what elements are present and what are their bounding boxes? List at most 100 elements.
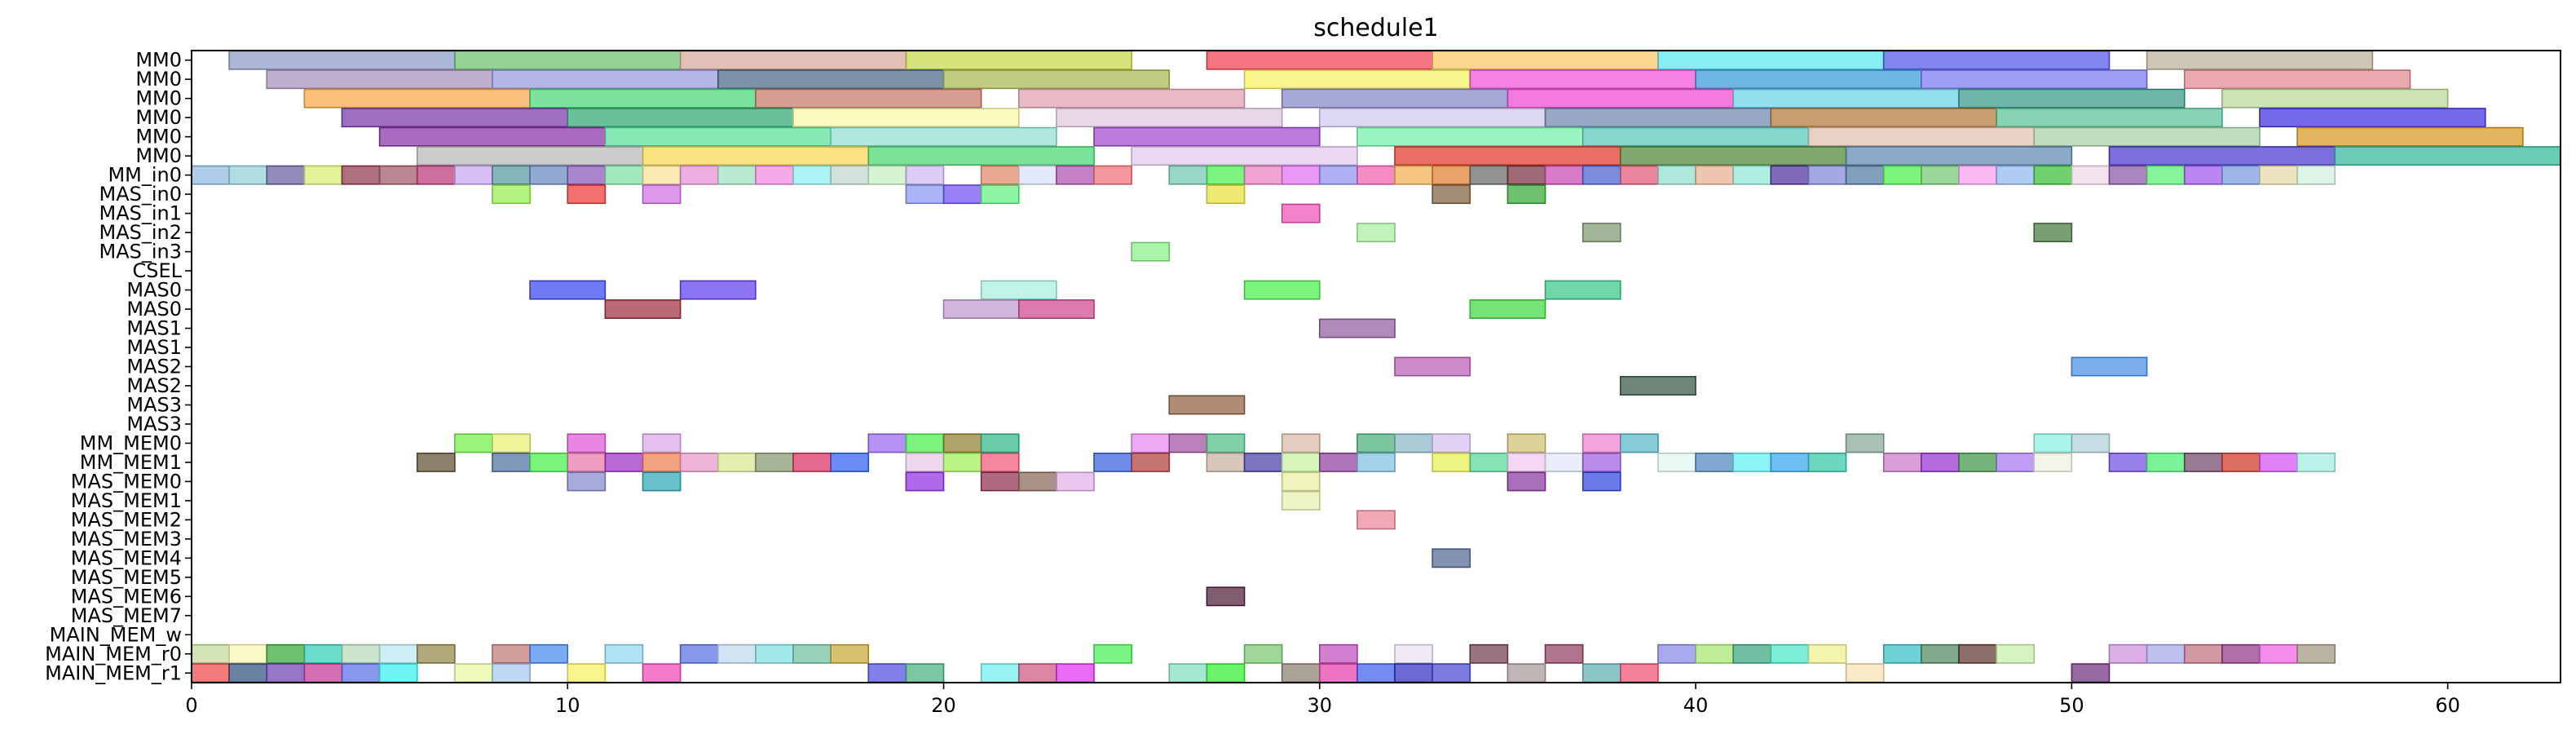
task-bar bbox=[679, 280, 756, 300]
x-tick-label: 50 bbox=[2059, 694, 2084, 717]
task-bar bbox=[1206, 50, 1433, 70]
task-bar bbox=[1131, 433, 1171, 453]
task-bar bbox=[1431, 50, 1659, 70]
task-bar bbox=[1168, 433, 1208, 453]
task-bar bbox=[717, 69, 945, 90]
task-bar bbox=[1469, 452, 1509, 472]
task-bar bbox=[792, 165, 831, 185]
task-bar bbox=[1544, 108, 1772, 128]
task-bar bbox=[2108, 452, 2148, 472]
x-tick-label: 60 bbox=[2435, 694, 2460, 717]
task-bar bbox=[2033, 223, 2073, 243]
task-bar bbox=[2221, 452, 2261, 472]
task-bar bbox=[1506, 184, 1546, 205]
task-bar bbox=[942, 69, 1171, 90]
x-axis: 0 10 20 30 40 50 60 bbox=[185, 683, 2460, 717]
y-tick-label: MAS_in0 bbox=[99, 183, 182, 206]
task-bar bbox=[228, 663, 268, 683]
task-bar bbox=[755, 88, 982, 108]
y-tick-label: MAIN_MEM_r0 bbox=[45, 643, 182, 665]
task-bar bbox=[867, 165, 907, 185]
task-bar bbox=[416, 165, 456, 185]
task-bar bbox=[1431, 184, 1471, 205]
task-bar bbox=[1206, 165, 1246, 185]
y-tick-label: MAS_MEM4 bbox=[71, 546, 182, 569]
task-bar bbox=[679, 643, 719, 664]
task-bar bbox=[642, 471, 681, 492]
task-bar bbox=[905, 184, 945, 205]
task-bar bbox=[867, 663, 907, 683]
y-tick-label: MAS_MEM5 bbox=[71, 566, 182, 589]
y-tick-label: MAS_in2 bbox=[99, 221, 182, 244]
task-bar bbox=[1056, 108, 1283, 128]
task-bar bbox=[1356, 663, 1396, 683]
task-bar bbox=[1168, 165, 1208, 185]
task-bar bbox=[1657, 165, 1696, 185]
task-bar bbox=[867, 433, 907, 453]
task-bar bbox=[1882, 165, 1922, 185]
task-bar bbox=[1996, 643, 2036, 664]
task-bar bbox=[1921, 69, 2148, 90]
task-bar bbox=[416, 452, 456, 472]
task-bar bbox=[191, 663, 230, 683]
task-bars bbox=[191, 50, 2561, 683]
task-bar bbox=[2033, 165, 2073, 185]
task-bar bbox=[1394, 643, 1433, 664]
task-bar bbox=[1431, 663, 1471, 683]
task-bar bbox=[2296, 165, 2336, 185]
task-bar bbox=[830, 643, 870, 664]
task-bar bbox=[1695, 165, 1735, 185]
task-bar bbox=[942, 184, 982, 205]
task-bar bbox=[2183, 452, 2223, 472]
task-bar bbox=[266, 663, 306, 683]
task-bar bbox=[717, 452, 756, 472]
task-bar bbox=[1017, 663, 1057, 683]
task-bar bbox=[1319, 108, 1546, 128]
task-bar bbox=[266, 69, 493, 90]
task-bar bbox=[1657, 50, 1885, 70]
task-bar bbox=[1921, 165, 1960, 185]
task-bar bbox=[1807, 165, 1847, 185]
task-bar bbox=[905, 50, 1132, 70]
y-tick-label: MAS2 bbox=[126, 356, 182, 378]
task-bar bbox=[2259, 165, 2298, 185]
task-bar bbox=[2221, 165, 2261, 185]
task-bar bbox=[2221, 88, 2449, 108]
task-bar bbox=[980, 433, 1020, 453]
task-bar bbox=[1581, 433, 1621, 453]
task-bar bbox=[1657, 452, 1696, 472]
task-bar bbox=[642, 433, 681, 453]
task-bar bbox=[454, 50, 681, 70]
task-bar bbox=[1958, 643, 1997, 664]
y-tick-label: MAS_MEM0 bbox=[71, 470, 182, 493]
task-bar bbox=[1356, 510, 1396, 530]
task-bar bbox=[1469, 165, 1509, 185]
task-bar bbox=[341, 663, 381, 683]
task-bar bbox=[2183, 69, 2411, 90]
task-bar bbox=[1281, 88, 1509, 108]
task-bar bbox=[905, 663, 945, 683]
task-bar bbox=[1056, 165, 1095, 185]
task-bar bbox=[1319, 643, 1358, 664]
task-bar bbox=[2259, 643, 2298, 664]
task-bar bbox=[1845, 433, 1885, 453]
y-tick-label: MAS1 bbox=[126, 317, 182, 340]
task-bar bbox=[1845, 146, 2073, 166]
task-bar bbox=[1206, 184, 1246, 205]
task-bar bbox=[1958, 452, 1997, 472]
task-bar bbox=[416, 643, 456, 664]
task-bar bbox=[1845, 663, 1885, 683]
task-bar bbox=[1017, 165, 1057, 185]
task-bar bbox=[303, 165, 343, 185]
task-bar bbox=[1695, 452, 1735, 472]
task-bar bbox=[1243, 643, 1283, 664]
task-bar bbox=[1356, 223, 1396, 243]
task-bar bbox=[228, 643, 268, 664]
task-bar bbox=[266, 643, 306, 664]
task-bar bbox=[2183, 165, 2223, 185]
task-bar bbox=[2071, 356, 2148, 377]
task-bar bbox=[1620, 376, 1696, 396]
y-tick-label: MM0 bbox=[135, 106, 182, 129]
task-bar bbox=[1882, 643, 1922, 664]
task-bar bbox=[792, 108, 1020, 128]
